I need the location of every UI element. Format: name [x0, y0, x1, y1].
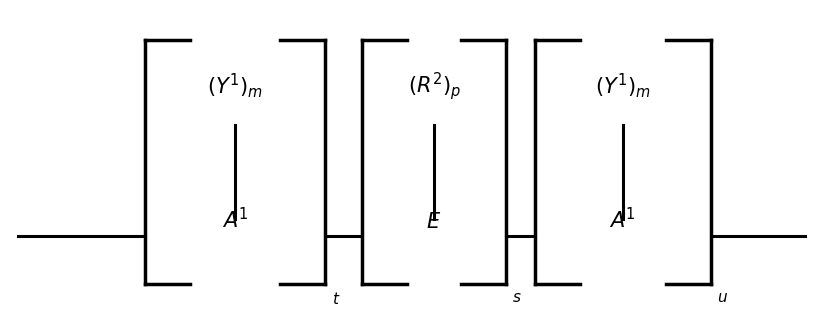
Text: $t$: $t$: [332, 291, 341, 307]
Text: $(R^2)_p$: $(R^2)_p$: [407, 70, 461, 102]
Text: $E$: $E$: [426, 212, 442, 232]
Text: $A^1$: $A^1$: [609, 207, 636, 232]
Text: $A^1$: $A^1$: [221, 207, 249, 232]
Text: $(Y^1)_m$: $(Y^1)_m$: [207, 72, 263, 100]
Text: $(Y^1)_m$: $(Y^1)_m$: [595, 72, 651, 100]
Text: $s$: $s$: [513, 291, 522, 305]
Text: $u$: $u$: [718, 291, 728, 305]
